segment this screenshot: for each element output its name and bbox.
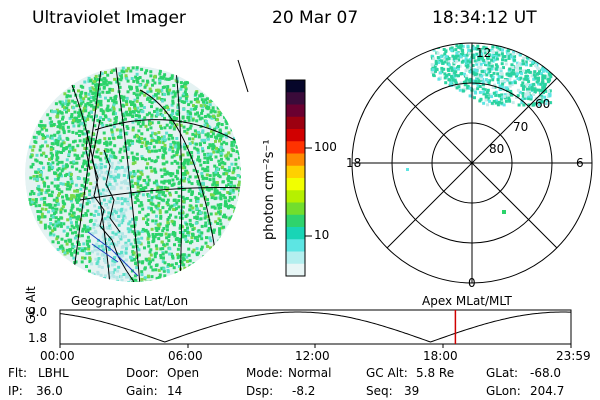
colorbar-unit-label: photon cm⁻²s⁻¹ [262, 139, 277, 240]
door-label: Door: [126, 366, 159, 380]
polar-map-label: Apex MLat/MLT [422, 294, 512, 308]
colorbar-frame [285, 79, 306, 277]
altitude-xtick-0000: 00:00 [40, 349, 75, 363]
mlat-label-80: 80 [489, 142, 505, 156]
seq-label: Seq: [366, 384, 393, 398]
geo-grid-lines [59, 66, 241, 282]
altitude-ytick-high: 9.0 [28, 305, 48, 319]
altitude-xtick-1200: 12:00 [295, 349, 330, 363]
altitude-xticks [59, 344, 572, 348]
polar-aurora-image [406, 44, 553, 214]
gain-value: 14 [167, 384, 183, 398]
glon-value: 204.7 [530, 384, 565, 398]
mlat-label-60: 60 [535, 97, 551, 111]
altitude-xtick-2359: 23:59 [556, 349, 591, 363]
geo-edge-line [237, 59, 249, 93]
colorbar-segment [286, 227, 305, 240]
geographic-globe [25, 59, 249, 282]
altitude-ytick-low: 1.8 [28, 331, 48, 345]
mode-label: Mode: [246, 366, 283, 380]
dsp-label: Dsp: [246, 384, 274, 398]
colorbar-segment [286, 239, 305, 252]
colorbar-tick-10: 10 [314, 228, 330, 242]
mlt-label-18: 18 [346, 156, 362, 170]
gc-alt-label: GC Alt: [366, 366, 408, 380]
colorbar-segment [286, 251, 305, 265]
mode-value: Normal [288, 366, 332, 380]
gc-alt-value: 5.8 Re [416, 366, 455, 380]
colorbar-segment [286, 178, 305, 191]
door-value: Open [167, 366, 200, 380]
seq-value: 39 [404, 384, 420, 398]
altitude-plot [59, 309, 572, 348]
colorbar-tick-100: 100 [314, 140, 337, 154]
colorbar-segment [286, 165, 305, 179]
polar-map [351, 42, 593, 284]
altitude-xtick-1800: 18:00 [423, 349, 458, 363]
ip-value: 36.0 [36, 384, 63, 398]
colorbar-segment [286, 129, 305, 142]
colorbar-segment [286, 116, 305, 130]
filter-label: Flt: [8, 366, 27, 380]
geo-coastline [85, 119, 135, 282]
time-label: 18:34:12 UT [432, 8, 537, 28]
polar-grid [351, 42, 593, 284]
date-label: 20 Mar 07 [272, 8, 359, 28]
altitude-curve [59, 311, 571, 343]
colorbar-segment [286, 153, 305, 167]
colorbar-segment [286, 80, 305, 93]
colorbar-segment [286, 202, 305, 216]
colorbar-segment [286, 214, 305, 228]
geo-aurora-image [25, 66, 241, 282]
mlt-label-12: 12 [476, 46, 492, 60]
colorbar-segment [286, 190, 305, 203]
color-bar [285, 79, 306, 277]
altitude-xtick-0600: 06:00 [168, 349, 203, 363]
color-bar-ticks [305, 147, 312, 237]
glat-value: -68.0 [530, 366, 562, 380]
ip-label: IP: [8, 384, 23, 398]
geographic-map-label: Geographic Lat/Lon [71, 294, 189, 308]
gain-label: Gain: [126, 384, 158, 398]
mlt-label-6: 6 [576, 156, 584, 170]
geo-terminator-line [87, 231, 139, 277]
glat-label: GLat: [486, 366, 519, 380]
colorbar-segment [286, 263, 305, 277]
mlat-label-70: 70 [513, 120, 529, 134]
dsp-value: -8.2 [292, 384, 316, 398]
colorbar-segment [286, 92, 305, 105]
filter-value: LBHL [38, 366, 69, 380]
mlt-label-0: 0 [468, 276, 476, 290]
instrument-title: Ultraviolet Imager [32, 8, 186, 28]
colorbar-segment [286, 141, 305, 154]
colorbar-segment [286, 104, 305, 118]
glon-label: GLon: [486, 384, 521, 398]
